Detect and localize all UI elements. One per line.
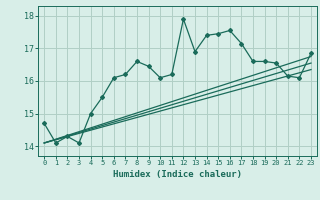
X-axis label: Humidex (Indice chaleur): Humidex (Indice chaleur) [113,170,242,179]
